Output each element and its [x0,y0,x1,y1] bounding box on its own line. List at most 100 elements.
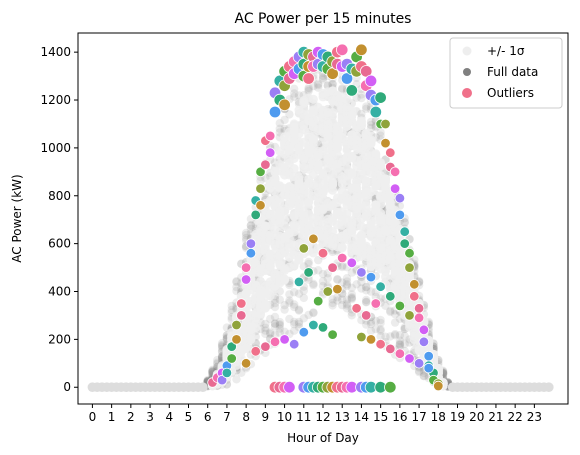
sigma-band-point [347,170,357,180]
full-data-point [275,317,284,327]
full-data-point [266,314,275,324]
legend-label-full-data: Full data [487,65,538,79]
full-data-point [280,115,289,125]
full-data-point [347,293,356,303]
full-data-point [390,331,400,340]
outlier-point [322,286,334,297]
full-data-point [342,304,352,313]
x-tick-label: 7 [223,410,231,424]
sigma-band-points [208,86,448,391]
outlier-point [255,200,266,211]
outlier-point [404,247,415,259]
full-data-point [232,282,241,292]
outlier-point [423,362,434,374]
outlier-point [265,147,276,158]
outlier-point [255,166,266,178]
full-data-point [304,310,313,320]
outlier-point [231,334,242,345]
full-data-point [357,93,366,103]
full-data-point [280,305,289,314]
outlier-point [423,350,434,362]
full-data-point [328,298,337,308]
outlier-point [385,343,396,355]
full-data-point [294,319,304,329]
x-tick-label: 23 [527,410,542,424]
sigma-band-point [332,150,342,160]
outlier-point [409,291,420,302]
sigma-band-point [371,149,381,159]
full-data-point [285,314,294,324]
full-data-point [290,89,299,98]
full-data-point [386,306,395,315]
outlier-point [356,331,367,343]
outlier-point [240,358,252,369]
full-data-point [294,306,304,315]
full-data-point [328,79,337,89]
full-data-point [390,310,400,319]
outlier-point [255,183,266,194]
full-data-point [376,332,385,341]
full-data-point [246,221,256,230]
axes: 0 1 2 3 4 5 6 7 8 9 10 11 12 13 14 15 16 17 18 19 20 21 22 2302… [40,32,569,424]
full-data-point [376,318,385,328]
full-data-point [342,274,352,283]
full-data-point [376,326,385,335]
x-tick-label: 15 [373,410,388,424]
full-data-point [362,298,371,307]
outlier-point [337,252,348,264]
sigma-band-point [294,255,304,265]
full-data-point [352,280,361,289]
full-data-point [304,85,313,94]
full-data-point [246,221,256,230]
outlier-point [404,262,415,273]
full-data-point [299,286,308,295]
full-data-point [318,75,328,84]
outlier-point [260,341,271,352]
sigma-band-point [284,234,294,244]
x-tick-label: 13 [335,410,350,424]
outlier-point [269,336,281,348]
full-data-point [275,328,284,337]
full-data-point [338,261,347,270]
full-data-point [318,277,328,286]
y-tick-label: 1400 [40,45,71,59]
outlier-point [394,209,406,221]
full-data-point [314,266,323,275]
sigma-band-point [381,272,390,282]
full-data-point [400,217,409,227]
full-data-point [213,355,222,365]
outlier-point [394,192,406,204]
outlier-point [413,303,425,314]
x-tick-label: 12 [315,410,330,424]
full-data-point [261,329,270,339]
full-data-point [357,284,366,293]
sigma-band-point [381,176,390,186]
outlier-point [298,327,310,338]
full-data-point [333,293,342,302]
full-data-point [294,317,304,327]
x-tick-label: 8 [242,410,250,424]
full-data-point [362,282,371,292]
sigma-band-point [265,291,275,301]
y-tick-label: 0 [63,380,71,394]
full-data-point [328,295,337,304]
outlier-point [268,105,282,119]
full-data-point [314,255,323,265]
full-data-point [366,120,376,130]
full-data-point [304,257,313,267]
x-tick-label: 0 [89,410,97,424]
full-data-point [357,90,366,99]
sigma-band-point [241,343,251,353]
legend-label-sigma: +/- 1σ [487,44,525,58]
full-data-point [376,325,385,334]
full-data-point [227,305,236,315]
full-data-point [270,319,280,328]
full-data-point [299,293,308,303]
full-data-point [419,372,429,381]
full-data-point [342,295,352,304]
full-data-point [342,301,352,310]
full-data-point [342,299,352,308]
outlier-point [236,310,247,321]
full-data-point [357,109,366,119]
full-data-point [290,300,299,309]
